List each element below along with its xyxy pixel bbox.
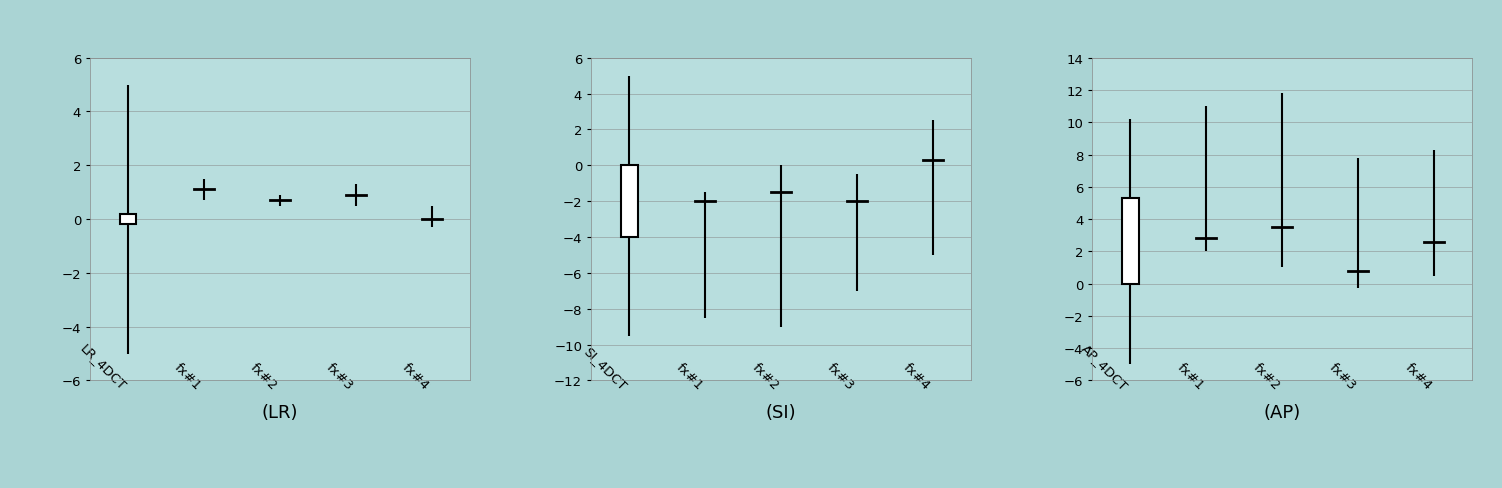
Bar: [620, 166, 637, 238]
X-axis label: (LR): (LR): [261, 403, 299, 421]
Bar: [120, 214, 137, 225]
X-axis label: (AP): (AP): [1263, 403, 1301, 421]
Bar: [1122, 199, 1139, 284]
X-axis label: (SI): (SI): [766, 403, 796, 421]
